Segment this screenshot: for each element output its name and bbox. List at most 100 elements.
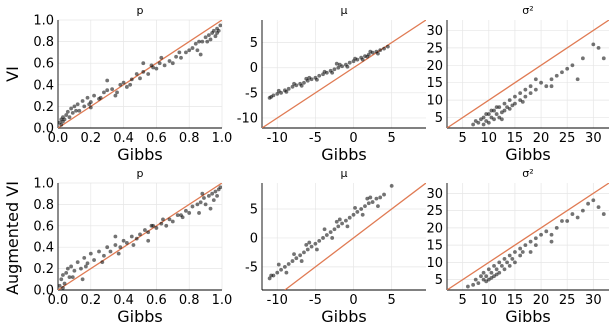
- identity-line: [447, 183, 609, 290]
- plot-area: [58, 183, 222, 290]
- x-tick-label: 20: [533, 131, 550, 146]
- y-tick-label: 0.2: [33, 100, 54, 115]
- y-tick-label: 5: [250, 36, 258, 51]
- data-point: [211, 198, 216, 203]
- data-point: [92, 258, 96, 262]
- data-point: [337, 62, 342, 67]
- data-point: [304, 76, 309, 81]
- data-point: [202, 196, 206, 200]
- x-tick-label: -10: [267, 131, 288, 146]
- data-point: [494, 267, 499, 272]
- data-point: [486, 267, 491, 272]
- data-point: [528, 91, 533, 96]
- data-point: [124, 85, 129, 89]
- data-point: [215, 31, 219, 35]
- data-point: [141, 61, 146, 66]
- panel-title: σ²: [522, 4, 533, 17]
- data-point: [307, 75, 312, 80]
- y-tick-label: 1.0: [33, 14, 54, 29]
- data-point: [85, 261, 90, 266]
- data-point: [159, 221, 164, 226]
- data-point: [554, 225, 559, 230]
- data-point: [554, 73, 559, 78]
- data-point: [203, 35, 208, 40]
- x-axis-label: Gibbs: [321, 307, 367, 326]
- data-point: [560, 70, 564, 75]
- data-point: [513, 250, 517, 254]
- data-point: [466, 284, 470, 289]
- row-label-vi: VI: [3, 66, 22, 82]
- data-point: [124, 241, 129, 245]
- data-point: [294, 256, 299, 261]
- data-point: [317, 238, 322, 243]
- data-point: [193, 41, 198, 46]
- data-point: [359, 207, 364, 211]
- data-point: [510, 257, 515, 261]
- panel-4: -10 -5 0 5 -5 0 5 μ Gibbs: [245, 167, 426, 326]
- data-point: [507, 106, 512, 111]
- data-point: [533, 236, 538, 241]
- data-point: [61, 285, 65, 290]
- x-tick-label: 15: [507, 131, 524, 146]
- data-point: [549, 239, 554, 244]
- data-point: [549, 77, 554, 82]
- data-point: [304, 242, 309, 247]
- data-point: [299, 83, 304, 88]
- data-point: [82, 256, 87, 260]
- data-point: [520, 99, 525, 104]
- data-point: [105, 78, 110, 83]
- data-point: [507, 263, 512, 268]
- y-tick-label: 0.2: [33, 262, 54, 277]
- data-point: [149, 63, 154, 68]
- data-point: [332, 227, 337, 232]
- data-point: [184, 50, 188, 55]
- y-tick-label: 0.6: [33, 219, 54, 234]
- data-point: [79, 266, 83, 271]
- data-point: [549, 84, 554, 89]
- y-tick-label: 10: [426, 94, 443, 109]
- y-tick-label: 0.0: [33, 122, 54, 137]
- data-point: [518, 246, 523, 251]
- data-point: [355, 210, 360, 214]
- data-point: [134, 72, 139, 76]
- data-point: [378, 48, 383, 53]
- x-tick-label: 5: [459, 131, 467, 146]
- y-tick-label: 0.4: [33, 78, 54, 93]
- x-tick-label: -5: [309, 131, 322, 146]
- x-tick-label: -10: [267, 293, 288, 308]
- y-tick-label: 25: [426, 41, 443, 56]
- data-point: [321, 236, 325, 240]
- data-point: [299, 259, 304, 263]
- data-point: [502, 267, 507, 272]
- data-point: [116, 251, 121, 256]
- data-point: [481, 122, 486, 127]
- data-point: [284, 270, 289, 275]
- data-point: [175, 213, 180, 218]
- panel-title: p: [137, 167, 144, 180]
- data-point: [502, 108, 507, 113]
- x-tick-label: 0.8: [179, 131, 200, 146]
- data-point: [513, 94, 517, 99]
- data-point: [596, 205, 601, 210]
- identity-line: [58, 183, 222, 290]
- data-point: [200, 39, 205, 44]
- data-point: [366, 201, 371, 206]
- data-point: [80, 99, 85, 103]
- data-point: [275, 91, 280, 96]
- data-point: [154, 66, 159, 71]
- data-point: [513, 260, 517, 265]
- data-point: [141, 69, 146, 74]
- x-tick-label: 0.0: [48, 131, 69, 146]
- data-point: [507, 98, 512, 103]
- data-point: [518, 253, 523, 258]
- data-point: [200, 191, 205, 196]
- x-tick-label: 10: [481, 131, 498, 146]
- data-point: [197, 211, 201, 215]
- data-point: [218, 185, 222, 190]
- data-point: [269, 273, 274, 278]
- data-point: [334, 61, 339, 66]
- data-point: [376, 204, 380, 209]
- data-point: [370, 200, 375, 204]
- y-tick-label: 10: [426, 256, 443, 271]
- data-point: [365, 196, 370, 201]
